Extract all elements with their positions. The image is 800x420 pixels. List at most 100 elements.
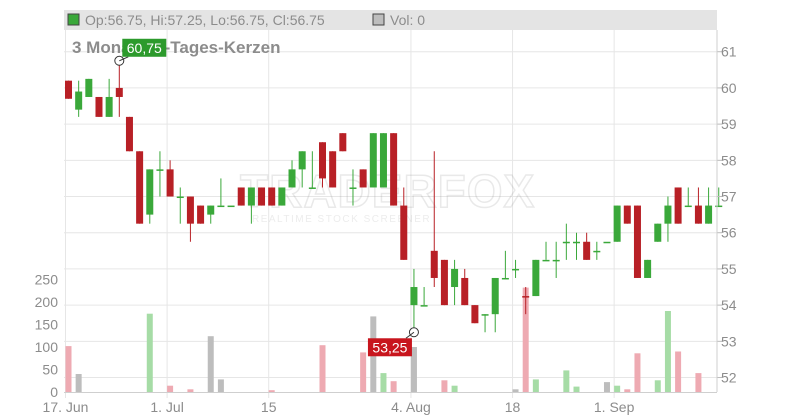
- max-badge: [122, 38, 167, 57]
- annotations: 60,75 53,25: [114, 38, 419, 357]
- ohlc-readout: Op:56.75, Hi:57.25, Lo:56.75, Cl:56.75: [85, 12, 325, 28]
- ohlc-legend-swatch: [67, 13, 80, 26]
- volume-bar: [603, 382, 610, 392]
- price-tick-label: 61: [721, 44, 737, 60]
- candle-body: [400, 205, 408, 260]
- price-tick-label: 53: [721, 333, 737, 349]
- watermark-tagline-text: REALTIME STOCK SCREENER: [252, 214, 431, 225]
- price-tick-label: 56: [721, 225, 737, 241]
- candle-body: [156, 169, 164, 171]
- price-tick-label: 52: [721, 370, 737, 386]
- axes: 52 53 54 55 56 57 58 59 60 61 17. Jun 1. Jul 15 4. Au…: [35, 30, 737, 415]
- volume-bar: [187, 389, 194, 392]
- candle-body: [268, 187, 276, 206]
- candle-body: [481, 314, 489, 316]
- volume-bar: [207, 336, 214, 392]
- volume-bar: [360, 352, 367, 392]
- candle-body: [512, 268, 520, 271]
- volume-bar: [268, 390, 275, 392]
- max-marker: [114, 55, 125, 66]
- candle-body: [684, 205, 692, 208]
- candle-body: [359, 169, 367, 188]
- candle-body: [532, 259, 540, 297]
- time-tick-label: 4. Aug: [391, 399, 431, 415]
- price-tick-label: 60: [721, 80, 737, 96]
- candle-body: [115, 87, 123, 97]
- candles: [65, 60, 723, 333]
- volume-bar: [441, 380, 448, 392]
- candle-body: [105, 96, 113, 117]
- candle-body: [166, 169, 174, 197]
- volume-bar: [65, 346, 72, 392]
- volume-bar: [380, 373, 387, 392]
- volume-bar: [675, 351, 682, 392]
- min-badge: [367, 338, 412, 357]
- volume-bar: [319, 345, 326, 392]
- candle-body: [379, 133, 387, 188]
- time-tick-label: 18: [505, 399, 521, 415]
- candle-body: [613, 205, 621, 242]
- min-badge-label: 53,25: [372, 339, 407, 355]
- price-tick-label: 59: [721, 116, 737, 132]
- candle-body: [227, 205, 235, 208]
- volume-bar: [512, 389, 519, 392]
- volume-bar: [451, 385, 458, 392]
- candle-body: [623, 205, 631, 224]
- candle-body: [674, 187, 682, 224]
- candle-body: [288, 169, 296, 188]
- volume-legend-swatch: [372, 13, 385, 26]
- volume-bar: [410, 347, 417, 392]
- annotation-leader: [119, 56, 129, 62]
- candle-body: [247, 187, 255, 206]
- price-tick-label: 55: [721, 261, 737, 277]
- grid-lines: [64, 30, 717, 398]
- candle-body: [573, 241, 580, 244]
- candle-body: [583, 241, 591, 260]
- candle-body: [197, 205, 205, 224]
- candle-body: [308, 187, 316, 189]
- candle-body: [522, 296, 530, 298]
- time-tick-label: 1. Jul: [150, 399, 183, 415]
- candle-body: [217, 205, 225, 208]
- volume-bar: [624, 389, 631, 392]
- candle-body: [329, 151, 337, 188]
- candle-body: [420, 305, 428, 307]
- candle-body: [593, 250, 601, 253]
- volume-bar: [573, 386, 580, 392]
- candle-body: [85, 78, 93, 97]
- chart-title: 3 Monate, 1-Tages-Kerzen: [72, 38, 280, 57]
- candle-body: [664, 205, 672, 224]
- candle-body: [65, 80, 72, 99]
- candle-body: [562, 241, 570, 244]
- volume-bar: [654, 380, 661, 392]
- candle-body: [715, 205, 723, 208]
- candle-body: [125, 116, 133, 152]
- candle-body: [75, 91, 83, 110]
- candle-body: [644, 259, 652, 278]
- candle-body: [339, 133, 347, 152]
- candle-body: [319, 142, 326, 179]
- annotation-leader: [405, 331, 415, 339]
- candle-body: [146, 169, 154, 215]
- time-tick-label: 1. Sep: [594, 399, 635, 415]
- candle-body: [258, 187, 266, 206]
- candle-body: [633, 205, 641, 278]
- volume-bar: [217, 379, 224, 392]
- candle-body: [430, 250, 438, 278]
- candle-body: [298, 151, 306, 170]
- candle-body: [501, 277, 509, 280]
- candle-body: [237, 187, 245, 206]
- candle-body: [390, 133, 398, 206]
- candle-body: [369, 133, 377, 188]
- volume-tick-label: 250: [35, 272, 59, 288]
- time-tick-label: 17. Jun: [43, 399, 89, 415]
- candle-body: [207, 205, 215, 215]
- volume-bar: [634, 353, 641, 392]
- volume-tick-label: 50: [42, 362, 58, 378]
- candle-body: [451, 268, 459, 288]
- volume-tick-label: 150: [35, 317, 59, 333]
- candle-body: [705, 205, 713, 224]
- candle-body: [491, 277, 499, 315]
- volume-bar: [532, 379, 539, 392]
